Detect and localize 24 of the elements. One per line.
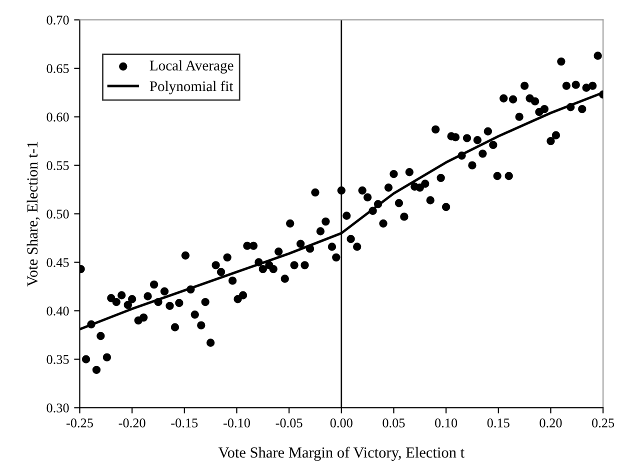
legend-label: Local Average	[150, 60, 234, 74]
x-tick-label: 0.00	[330, 418, 352, 428]
x-tick-label: 0.20	[540, 418, 562, 428]
y-tick-label: 0.35	[46, 355, 69, 364]
x-axis-title: Vote Share Margin of Victory, Election t	[218, 446, 464, 461]
y-tick-label: 0.65	[46, 64, 69, 74]
y-tick-label: 0.60	[46, 112, 69, 122]
y-tick-label: 0.40	[46, 306, 69, 316]
y-tick-label: 0.45	[46, 258, 69, 268]
x-tick-label: -0.05	[276, 418, 302, 428]
x-tick-label: -0.15	[171, 418, 198, 428]
y-tick-label: 0.50	[46, 210, 69, 219]
legend-label: Polynomial fit	[150, 80, 234, 94]
x-tick-label: 0.15	[487, 418, 510, 428]
y-tick-label: 0.55	[46, 161, 69, 170]
x-tick-label: 0.10	[435, 418, 458, 428]
y-axis-title: Vote Share, Election t-1	[26, 142, 40, 286]
x-tick-label: -0.20	[118, 418, 146, 428]
x-tick-label: 0.25	[592, 418, 614, 428]
y-tick-label: 0.30	[46, 404, 69, 412]
y-tick-label: 0.70	[46, 16, 69, 25]
x-tick-label: 0.05	[382, 418, 405, 428]
x-tick-label: -0.25	[66, 418, 93, 428]
x-tick-label: -0.10	[223, 418, 250, 428]
